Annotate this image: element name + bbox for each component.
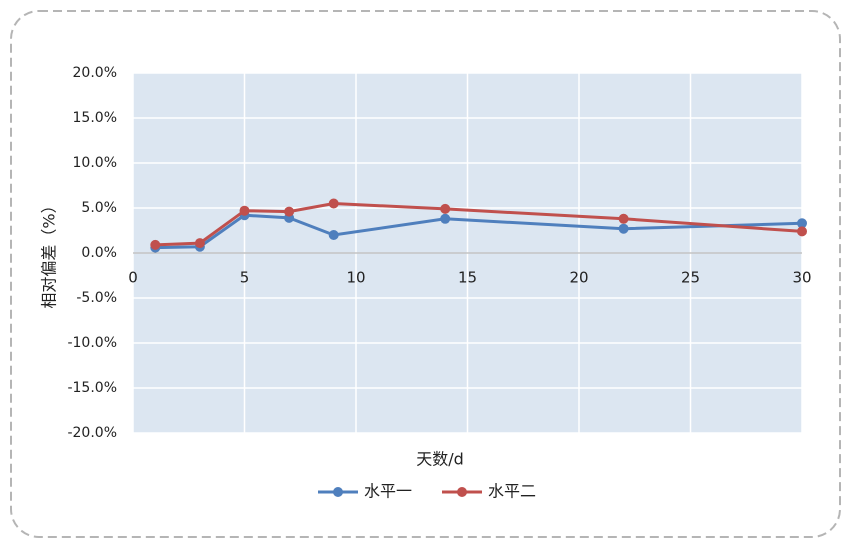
legend-label: 水平二 [488, 482, 536, 501]
data-point [239, 205, 250, 216]
x-tick-label: 20 [569, 269, 588, 287]
x-tick-label: 25 [681, 269, 700, 287]
x-tick-label: 5 [240, 269, 250, 287]
data-point [797, 226, 807, 237]
y-tick-label: -20.0% [67, 425, 117, 441]
series-line [155, 213, 803, 250]
data-point [440, 203, 451, 214]
y-tick-label: 0.0% [81, 245, 117, 261]
y-tick-label: 5.0% [81, 200, 117, 216]
x-tick-label: 10 [346, 269, 365, 287]
x-axis-label: 天数/d [416, 450, 464, 469]
data-point [797, 218, 807, 229]
y-axis-label: 相对偏差（%） [40, 197, 59, 308]
data-point [618, 223, 629, 234]
x-tick-label: 0 [128, 269, 138, 287]
data-point [328, 230, 339, 240]
x-tick-label: 30 [792, 269, 811, 287]
data-point [440, 213, 451, 224]
data-point [284, 206, 295, 217]
legend-marker [457, 487, 467, 497]
y-tick-label: 20.0% [73, 65, 117, 81]
y-tick-label: -5.0% [76, 290, 117, 306]
legend-marker [333, 487, 343, 497]
y-tick-label: 10.0% [73, 155, 117, 171]
x-tick-label: 15 [458, 269, 477, 287]
series-line [155, 201, 803, 247]
y-tick-label: 15.0% [73, 110, 117, 126]
data-point [150, 239, 161, 250]
data-point [328, 198, 339, 209]
data-point [194, 238, 205, 249]
y-tick-label: -15.0% [67, 380, 117, 396]
legend-label: 水平一 [364, 482, 412, 501]
data-point [618, 213, 629, 224]
y-tick-label: -10.0% [67, 335, 117, 351]
